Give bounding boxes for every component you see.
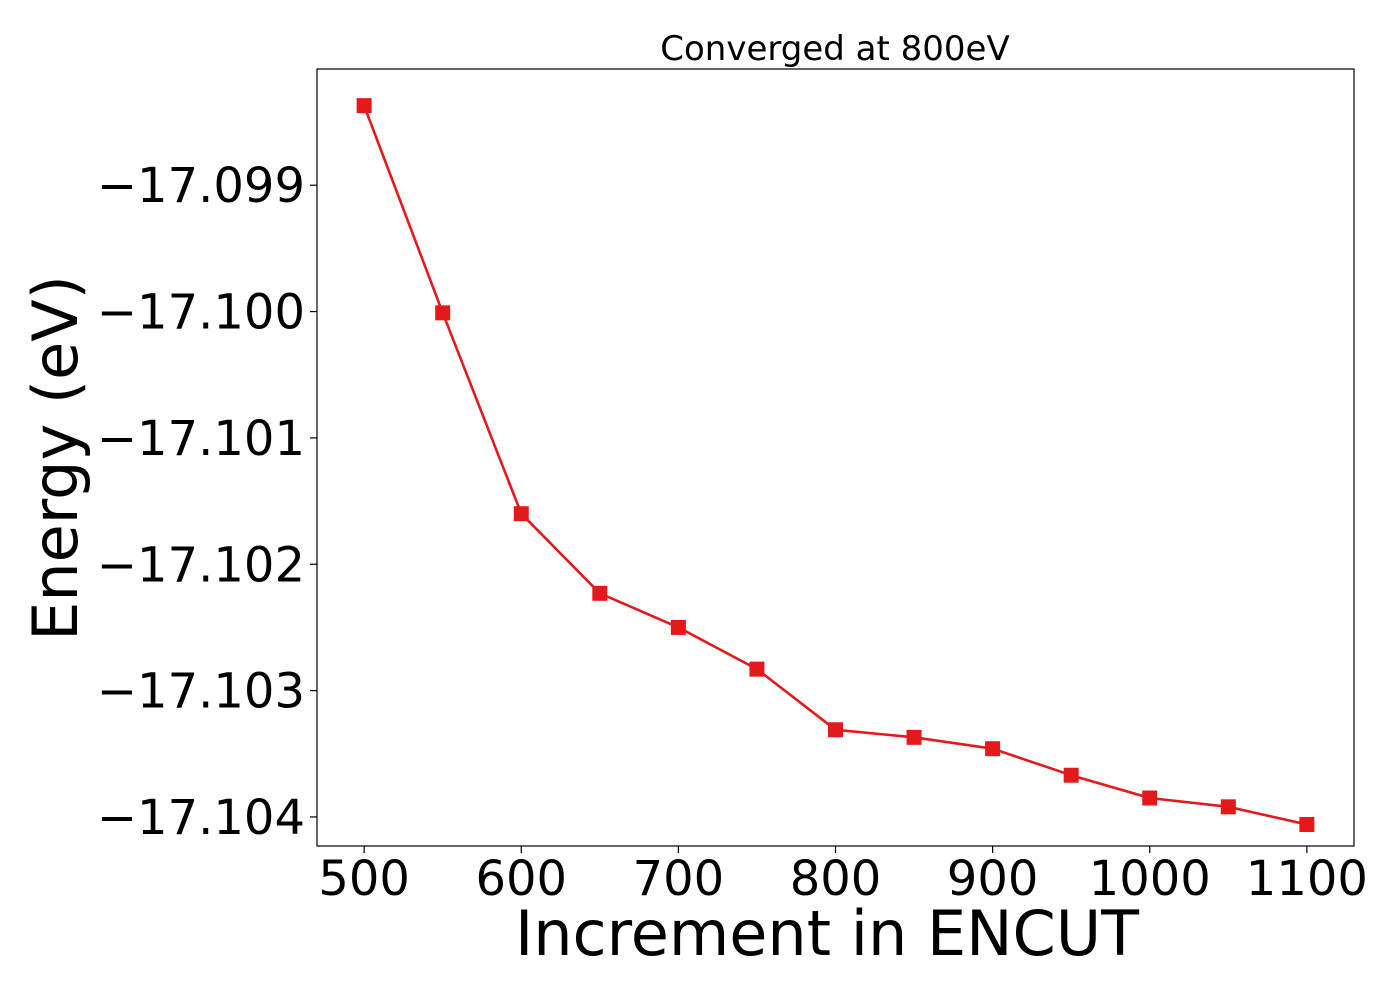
x-tick-label: 900	[947, 851, 1039, 907]
series-line	[362, 105, 1308, 826]
data-point-marker	[1142, 790, 1158, 806]
data-point-marker	[1063, 767, 1079, 783]
x-tick-label: 1000	[1089, 851, 1211, 907]
x-tick-label: 1100	[1246, 851, 1368, 907]
plot-area	[356, 98, 1315, 833]
data-point-marker	[356, 98, 372, 114]
data-point-marker	[513, 506, 529, 522]
y-tick-label: −17.104	[97, 790, 305, 846]
x-tick-label: 800	[790, 851, 882, 907]
data-point-marker	[592, 585, 608, 601]
x-tick-label: 700	[633, 851, 725, 907]
data-point-marker	[1220, 799, 1236, 815]
chart-title: Converged at 800eV	[660, 29, 1009, 69]
y-tick-label: −17.099	[97, 158, 305, 214]
y-tick-label: −17.102	[97, 537, 305, 593]
data-point-marker	[906, 729, 922, 745]
plot-frame	[316, 68, 1355, 847]
data-point-marker	[828, 722, 843, 738]
x-tick-label: 600	[475, 851, 567, 907]
y-tick-label: −17.101	[97, 411, 305, 467]
data-point-marker	[670, 619, 686, 635]
data-point-marker	[435, 305, 451, 321]
data-point-marker	[749, 661, 765, 677]
x-axis-label: Increment in ENCUT	[515, 897, 1140, 970]
y-tick-label: −17.100	[97, 285, 305, 341]
data-point-marker	[985, 741, 1001, 757]
x-tick-label: 500	[318, 851, 410, 907]
y-axis-label: Energy (eV)	[19, 275, 92, 641]
x-axis: 500 600 700 800 900 1000 1100	[318, 846, 1368, 907]
data-point-marker	[1299, 817, 1315, 833]
y-tick-label: −17.103	[97, 664, 305, 720]
y-axis: −17.099 −17.100 −17.101 −17.102 −17.103 −17.1…	[97, 158, 317, 846]
